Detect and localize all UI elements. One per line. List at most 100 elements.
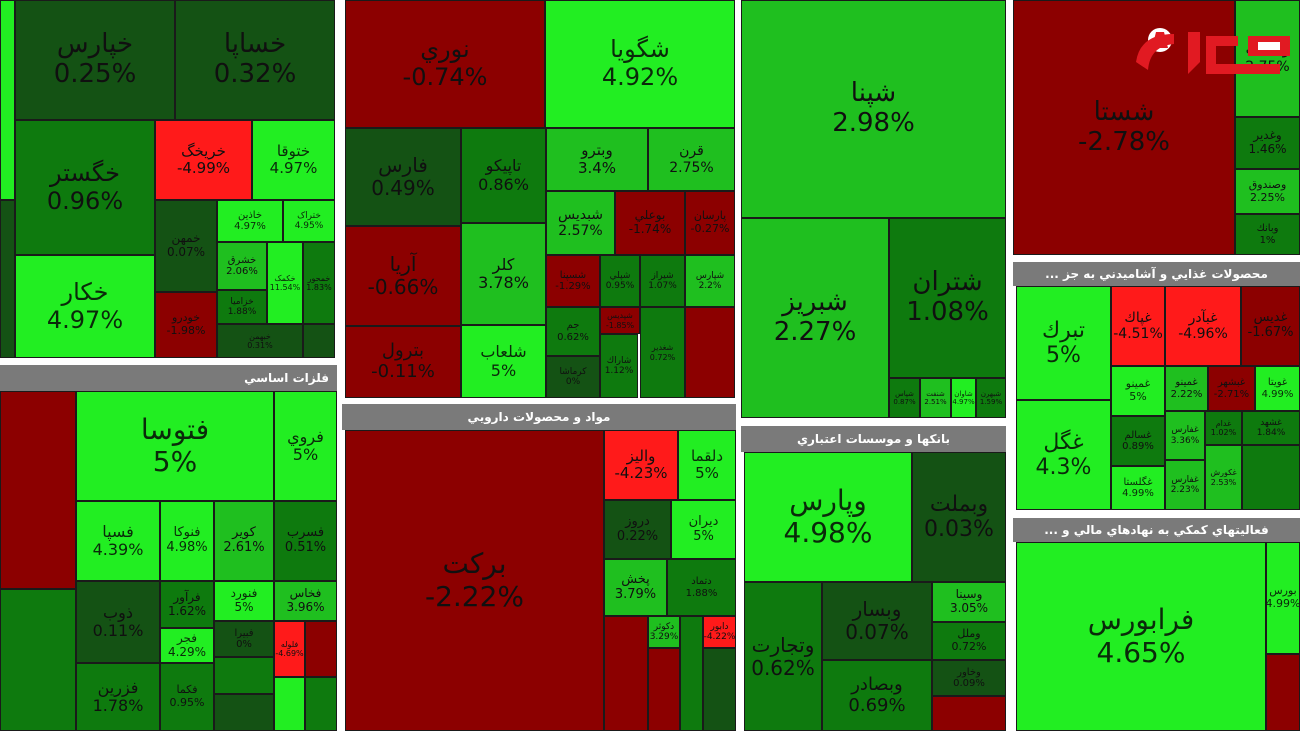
stock-tile[interactable]: قرن 2.75% xyxy=(648,128,735,191)
stock-tile[interactable]: فسرب 0.51% xyxy=(274,501,337,581)
stock-tile[interactable]: دروز 0.22% xyxy=(604,500,671,559)
stock-tile[interactable]: فبيرا 0% xyxy=(214,621,274,657)
stock-tile[interactable]: خکمک 11.54% xyxy=(267,242,303,324)
stock-tile[interactable]: شگويا 4.92% xyxy=(545,0,735,128)
stock-tile[interactable]: وبترو 3.4% xyxy=(546,128,648,191)
stock-symbol: قرن xyxy=(679,143,704,160)
stock-tile[interactable]: فجر 4.29% xyxy=(160,628,214,663)
stock-tile[interactable]: فسپا 4.39% xyxy=(76,501,160,581)
stock-tile[interactable]: شپلي 0.95% xyxy=(600,255,640,307)
stock-tile[interactable]: فروي 5% xyxy=(274,391,337,501)
stock-tile[interactable]: تبرك 5% xyxy=(1016,286,1111,400)
stock-tile[interactable]: ختراک 4.95% xyxy=(283,200,335,242)
stock-tile[interactable]: غسالم 0.89% xyxy=(1111,416,1165,466)
stock-tile[interactable]: وصندوق 2.25% xyxy=(1235,169,1300,214)
stock-tile[interactable]: شپديس -1.85% xyxy=(600,307,640,334)
stock-tile[interactable]: پخش 3.79% xyxy=(604,559,667,616)
stock-tile[interactable]: خمحور 1.83% xyxy=(303,242,335,324)
stock-tile[interactable]: غگلستا 4.99% xyxy=(1111,466,1165,510)
stock-tile[interactable]: وبصادر 0.69% xyxy=(822,660,932,731)
stock-tile[interactable]: خکار 4.97% xyxy=(15,255,155,358)
stock-tile[interactable]: غگل 4.3% xyxy=(1016,400,1111,510)
stock-tile[interactable]: شاراك 1.12% xyxy=(600,334,638,398)
stock-tile[interactable]: ذوب 0.11% xyxy=(76,581,160,663)
stock-tile[interactable]: شنفت 2.51% xyxy=(920,378,951,418)
stock-tile[interactable]: فتوسا 5% xyxy=(76,391,274,501)
stock-tile[interactable]: خودرو -1.98% xyxy=(155,292,217,358)
stock-tile[interactable]: وبانك 1% xyxy=(1235,214,1300,255)
stock-tile[interactable]: وبسار 0.07% xyxy=(822,582,932,660)
stock-tile[interactable]: شاوان 4.97% xyxy=(951,378,976,418)
stock-tile[interactable]: فزرين 1.78% xyxy=(76,663,160,731)
stock-tile[interactable]: بورس 4.99% xyxy=(1266,542,1300,654)
stock-tile[interactable]: كوير 2.61% xyxy=(214,501,274,581)
stock-tile[interactable]: وملل 0.72% xyxy=(932,622,1006,660)
stock-tile[interactable]: خاذین 4.97% xyxy=(217,200,283,242)
stock-change: 3.29% xyxy=(649,632,679,642)
stock-tile[interactable]: دلقما 5% xyxy=(678,430,736,500)
stock-tile[interactable]: غفارس 2.23% xyxy=(1165,460,1205,510)
stock-tile[interactable]: بترول -0.11% xyxy=(345,326,461,398)
stock-tile[interactable]: بوعلي -1.74% xyxy=(615,191,685,255)
stock-tile[interactable]: بركت -2.22% xyxy=(345,430,604,731)
stock-tile[interactable]: ختوقا 4.97% xyxy=(252,120,335,200)
stock-tile[interactable]: واليز -4.23% xyxy=(604,430,678,500)
stock-tile[interactable]: غديس -1.67% xyxy=(1241,286,1300,366)
stock-tile[interactable]: غكورش 2.53% xyxy=(1205,445,1242,510)
stock-tile[interactable]: وخاور 0.09% xyxy=(932,660,1006,696)
stock-tile[interactable]: آريا -0.66% xyxy=(345,226,461,326)
stock-tile[interactable]: كرماشا 0% xyxy=(546,356,600,398)
stock-tile[interactable]: فكما 0.95% xyxy=(160,663,214,731)
stock-tile[interactable]: غويتا 4.99% xyxy=(1255,366,1300,411)
stock-tile[interactable]: فنوكا 4.98% xyxy=(160,501,214,581)
stock-tile[interactable]: خبهمن 0.31% xyxy=(217,324,303,358)
stock-tile[interactable]: نوري -0.74% xyxy=(345,0,545,128)
stock-tile[interactable]: فرابورس 4.65% xyxy=(1016,542,1266,731)
stock-tile[interactable]: كلر 3.78% xyxy=(461,223,546,325)
stock-tile[interactable]: غمينو 5% xyxy=(1111,366,1165,416)
stock-tile[interactable]: غمينو 2.22% xyxy=(1165,366,1208,411)
stock-tile[interactable]: ديران 5% xyxy=(671,500,736,559)
stock-tile[interactable]: شبريز 2.27% xyxy=(741,218,889,418)
stock-tile[interactable]: فخاس 3.96% xyxy=(274,581,337,621)
stock-tile[interactable]: شغدير 0.72% xyxy=(640,307,685,398)
stock-tile[interactable]: شبهرن 1.59% xyxy=(976,378,1006,418)
stock-tile[interactable]: خپارس 0.25% xyxy=(15,0,175,120)
stock-tile[interactable]: غدام 1.02% xyxy=(1205,411,1242,445)
stock-tile[interactable]: وبملت 0.03% xyxy=(912,452,1006,582)
stock-tile[interactable]: فرآور 1.62% xyxy=(160,581,214,628)
stock-tile[interactable]: شيراز 1.07% xyxy=(640,255,685,307)
stock-tile[interactable]: تاپيکو 0.86% xyxy=(461,128,546,223)
stock-tile[interactable]: شبديس 2.57% xyxy=(546,191,615,255)
stock-tile[interactable]: غبآدر -4.96% xyxy=(1165,286,1241,366)
stock-tile[interactable]: خگستر 0.96% xyxy=(15,120,155,255)
stock-tile[interactable]: شپارس 2.2% xyxy=(685,255,735,307)
stock-tile[interactable]: خمهن 0.07% xyxy=(155,200,217,292)
stock-tile[interactable]: فلوله -4.69% xyxy=(274,621,305,677)
stock-tile[interactable]: خریخگ -4.99% xyxy=(155,120,252,200)
stock-tile[interactable]: فارس 0.49% xyxy=(345,128,461,226)
stock-tile[interactable]: جم 0.62% xyxy=(546,307,600,356)
stock-tile[interactable]: شپاس 0.87% xyxy=(889,378,920,418)
stock-tile[interactable]: شسپنا -1.29% xyxy=(546,255,600,307)
stock-tile[interactable]: پارسان -0.27% xyxy=(685,191,735,255)
stock-tile[interactable]: دتماد 1.88% xyxy=(667,559,736,616)
stock-tile[interactable]: خزامیا 1.88% xyxy=(217,290,267,324)
stock-tile[interactable]: خساپا 0.32% xyxy=(175,0,335,120)
stock-tile[interactable]: غشهد 1.84% xyxy=(1242,411,1300,445)
stock-tile[interactable]: شپنا 2.98% xyxy=(741,0,1006,218)
stock-tile[interactable]: غپاك -4.51% xyxy=(1111,286,1165,366)
stock-tile[interactable]: فنورد 5% xyxy=(214,581,274,621)
stock-tile[interactable]: وپارس 4.98% xyxy=(744,452,912,582)
stock-tile[interactable]: دابور -4.22% xyxy=(703,616,736,648)
stock-tile[interactable]: شلعاب 5% xyxy=(461,325,546,398)
stock-tile[interactable]: غفارس 3.36% xyxy=(1165,411,1205,460)
stock-tile[interactable]: وتجارت 0.62% xyxy=(744,582,822,731)
stock-tile[interactable]: وغدير 1.46% xyxy=(1235,117,1300,169)
stock-tile[interactable]: وسينا 3.05% xyxy=(932,582,1006,622)
stock-tile[interactable]: خشرق 2.06% xyxy=(217,242,267,290)
stock-tile[interactable]: دكوثر 3.29% xyxy=(648,616,680,648)
stock-symbol: فتوسا xyxy=(140,412,210,446)
stock-tile[interactable]: غبشهر -2.71% xyxy=(1208,366,1255,411)
stock-tile[interactable]: شتران 1.08% xyxy=(889,218,1006,378)
